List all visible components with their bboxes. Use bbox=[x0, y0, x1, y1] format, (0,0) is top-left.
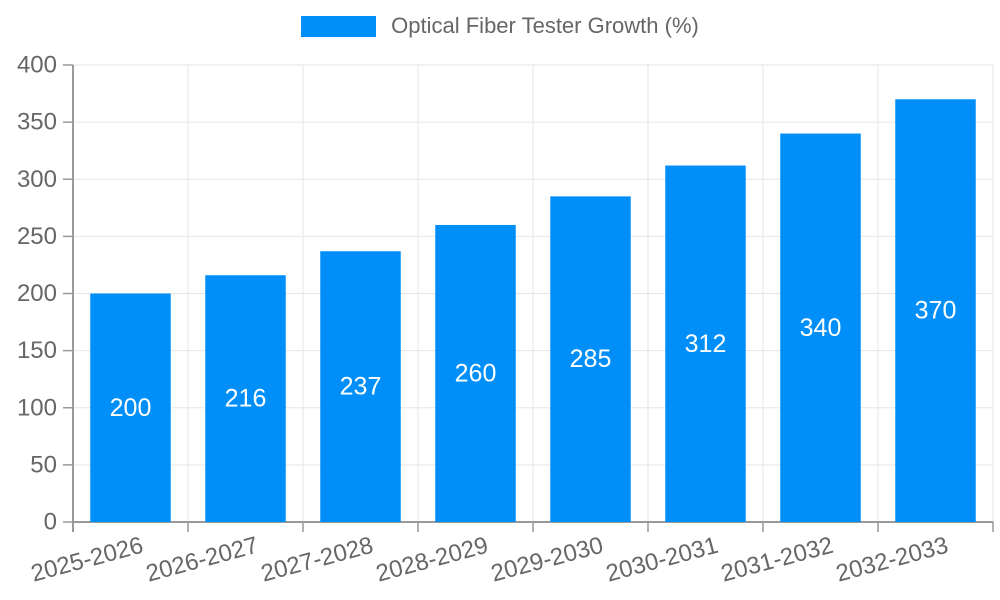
bar-value-label: 260 bbox=[455, 359, 497, 387]
bar-2032-2033[interactable] bbox=[895, 99, 976, 523]
legend-label: Optical Fiber Tester Growth (%) bbox=[391, 13, 699, 38]
bar-2030-2031[interactable] bbox=[665, 165, 746, 523]
x-tick-label: 2026-2027 bbox=[143, 532, 261, 588]
bar-value-label: 340 bbox=[800, 314, 842, 342]
y-tick-label: 350 bbox=[17, 109, 57, 136]
bar-value-label: 312 bbox=[685, 330, 727, 358]
y-tick-label: 300 bbox=[17, 166, 57, 193]
bar-value-label: 237 bbox=[340, 373, 382, 401]
y-tick-label: 400 bbox=[17, 52, 57, 79]
bar-2025-2026[interactable] bbox=[90, 293, 171, 523]
y-tick-label: 250 bbox=[17, 223, 57, 250]
bar-value-label: 370 bbox=[915, 297, 957, 325]
bar-2031-2032[interactable] bbox=[780, 133, 861, 523]
y-tick-label: 200 bbox=[17, 280, 57, 307]
chart-legend[interactable]: Optical Fiber Tester Growth (%) bbox=[0, 13, 1000, 39]
x-tick-label: 2030-2031 bbox=[603, 532, 721, 588]
x-tick-label: 2025-2026 bbox=[28, 532, 146, 588]
bar-value-label: 216 bbox=[225, 385, 267, 413]
y-tick-label: 100 bbox=[17, 394, 57, 421]
y-tick-label: 50 bbox=[30, 451, 57, 478]
bar-value-label: 285 bbox=[570, 345, 612, 373]
x-tick-label: 2027-2028 bbox=[258, 532, 376, 588]
x-tick-label: 2032-2033 bbox=[833, 532, 951, 588]
x-tick-label: 2031-2032 bbox=[718, 532, 836, 588]
bar-2028-2029[interactable] bbox=[435, 224, 516, 522]
legend-swatch bbox=[301, 15, 377, 37]
bar-2027-2028[interactable] bbox=[320, 251, 401, 523]
x-tick-label: 2028-2029 bbox=[373, 532, 491, 588]
bar-2026-2027[interactable] bbox=[205, 275, 286, 522]
y-tick-label: 150 bbox=[17, 337, 57, 364]
bar-value-label: 200 bbox=[110, 394, 152, 422]
bar-2029-2030[interactable] bbox=[550, 196, 631, 522]
y-tick-label: 0 bbox=[44, 509, 57, 536]
x-tick-label: 2029-2030 bbox=[488, 532, 606, 588]
